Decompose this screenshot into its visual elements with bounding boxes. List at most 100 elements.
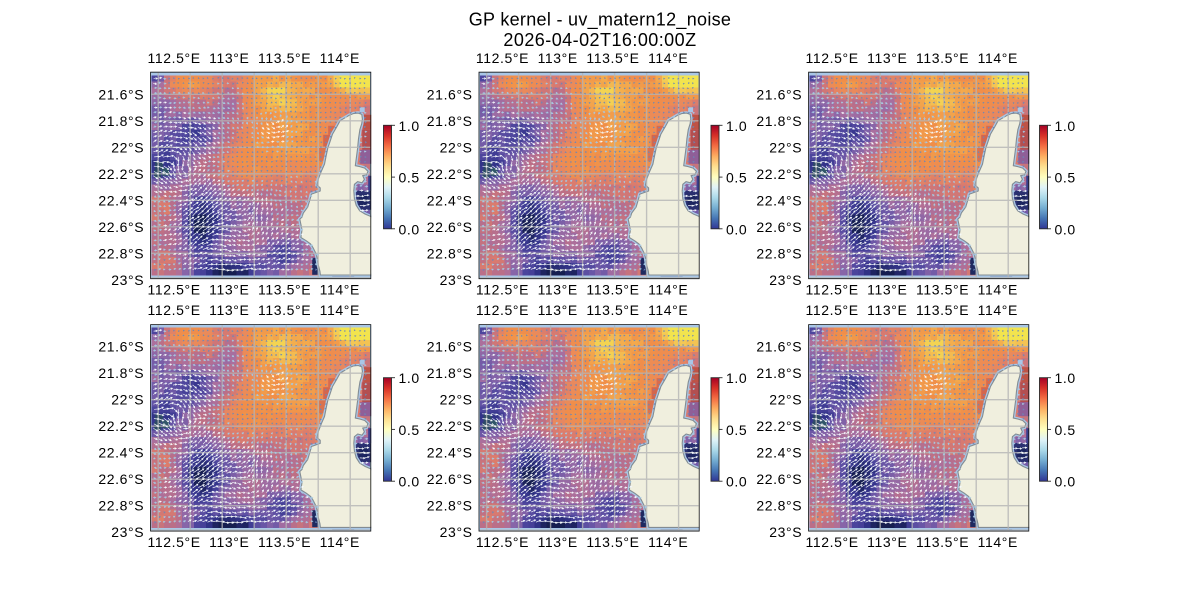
svg-text:0.5: 0.5	[399, 422, 420, 438]
svg-text:22.6°S: 22.6°S	[756, 471, 802, 487]
svg-text:114°E: 114°E	[978, 534, 1018, 550]
svg-text:22.2°S: 22.2°S	[427, 418, 473, 434]
svg-text:113.5°E: 113.5°E	[916, 534, 969, 550]
svg-text:22.4°S: 22.4°S	[756, 445, 802, 461]
svg-text:22°S: 22°S	[111, 139, 144, 155]
svg-text:22.6°S: 22.6°S	[98, 219, 144, 235]
svg-text:22.2°S: 22.2°S	[756, 418, 802, 434]
svg-text:112.5°E: 112.5°E	[806, 50, 859, 66]
svg-text:21.8°S: 21.8°S	[98, 113, 144, 129]
svg-text:112.5°E: 112.5°E	[476, 50, 529, 66]
svg-text:22.8°S: 22.8°S	[756, 498, 802, 514]
svg-text:0.0: 0.0	[399, 474, 420, 490]
svg-text:113.5°E: 113.5°E	[916, 50, 969, 66]
svg-text:22.2°S: 22.2°S	[98, 418, 144, 434]
svg-text:114°E: 114°E	[648, 534, 688, 550]
svg-text:22.4°S: 22.4°S	[98, 445, 144, 461]
svg-text:113°E: 113°E	[867, 302, 907, 318]
svg-text:1.0: 1.0	[726, 370, 747, 386]
svg-text:113.5°E: 113.5°E	[258, 302, 311, 318]
svg-text:113°E: 113°E	[538, 302, 578, 318]
svg-text:23°S: 23°S	[769, 524, 802, 540]
svg-text:23°S: 23°S	[769, 272, 802, 288]
svg-text:113.5°E: 113.5°E	[916, 282, 969, 298]
svg-text:22.4°S: 22.4°S	[98, 192, 144, 208]
svg-text:1.0: 1.0	[1055, 370, 1076, 386]
svg-text:1.0: 1.0	[399, 370, 420, 386]
svg-text:113.5°E: 113.5°E	[258, 282, 311, 298]
svg-text:113.5°E: 113.5°E	[258, 534, 311, 550]
svg-text:1.0: 1.0	[399, 118, 420, 134]
svg-text:23°S: 23°S	[440, 272, 473, 288]
svg-text:22°S: 22°S	[440, 392, 473, 408]
svg-text:GP kernel - uv_matern12_noise: GP kernel - uv_matern12_noise	[469, 9, 732, 30]
svg-text:22.6°S: 22.6°S	[427, 471, 473, 487]
svg-text:113°E: 113°E	[867, 50, 907, 66]
svg-text:114°E: 114°E	[320, 50, 360, 66]
svg-text:0.5: 0.5	[726, 170, 747, 186]
svg-text:114°E: 114°E	[320, 534, 360, 550]
svg-text:2026-04-02T16:00:00Z: 2026-04-02T16:00:00Z	[503, 30, 696, 50]
svg-text:113.5°E: 113.5°E	[586, 282, 639, 298]
svg-text:21.6°S: 21.6°S	[756, 339, 802, 355]
svg-text:113°E: 113°E	[867, 534, 907, 550]
svg-text:22.2°S: 22.2°S	[756, 166, 802, 182]
svg-text:22.8°S: 22.8°S	[98, 245, 144, 261]
svg-text:22.6°S: 22.6°S	[427, 219, 473, 235]
svg-text:21.6°S: 21.6°S	[98, 86, 144, 102]
svg-text:113°E: 113°E	[538, 534, 578, 550]
svg-text:22.2°S: 22.2°S	[427, 166, 473, 182]
svg-text:22.8°S: 22.8°S	[427, 245, 473, 261]
svg-text:23°S: 23°S	[440, 524, 473, 540]
svg-text:112.5°E: 112.5°E	[806, 534, 859, 550]
svg-text:112.5°E: 112.5°E	[476, 282, 529, 298]
svg-text:113°E: 113°E	[209, 302, 249, 318]
svg-text:0.5: 0.5	[399, 170, 420, 186]
svg-text:22.8°S: 22.8°S	[756, 245, 802, 261]
svg-text:112.5°E: 112.5°E	[476, 534, 529, 550]
svg-text:113°E: 113°E	[209, 50, 249, 66]
svg-text:21.6°S: 21.6°S	[756, 86, 802, 102]
svg-text:114°E: 114°E	[648, 282, 688, 298]
svg-text:114°E: 114°E	[648, 50, 688, 66]
svg-text:22.2°S: 22.2°S	[98, 166, 144, 182]
svg-text:114°E: 114°E	[320, 302, 360, 318]
svg-text:113.5°E: 113.5°E	[258, 50, 311, 66]
svg-text:114°E: 114°E	[978, 282, 1018, 298]
svg-text:21.8°S: 21.8°S	[427, 113, 473, 129]
svg-text:113°E: 113°E	[867, 282, 907, 298]
svg-text:114°E: 114°E	[978, 50, 1018, 66]
svg-text:22°S: 22°S	[769, 392, 802, 408]
svg-text:22.4°S: 22.4°S	[427, 445, 473, 461]
svg-text:112.5°E: 112.5°E	[806, 282, 859, 298]
svg-text:112.5°E: 112.5°E	[148, 534, 201, 550]
svg-text:113.5°E: 113.5°E	[586, 302, 639, 318]
svg-text:113.5°E: 113.5°E	[916, 302, 969, 318]
svg-text:0.0: 0.0	[399, 221, 420, 237]
svg-text:112.5°E: 112.5°E	[806, 302, 859, 318]
svg-text:113.5°E: 113.5°E	[586, 50, 639, 66]
svg-text:113.5°E: 113.5°E	[586, 534, 639, 550]
svg-text:22.4°S: 22.4°S	[427, 192, 473, 208]
svg-text:113°E: 113°E	[538, 282, 578, 298]
svg-text:112.5°E: 112.5°E	[148, 282, 201, 298]
svg-text:22.6°S: 22.6°S	[756, 219, 802, 235]
svg-text:21.8°S: 21.8°S	[98, 365, 144, 381]
svg-text:114°E: 114°E	[320, 282, 360, 298]
svg-text:23°S: 23°S	[111, 272, 144, 288]
svg-text:1.0: 1.0	[726, 118, 747, 134]
svg-text:0.0: 0.0	[726, 474, 747, 490]
svg-text:112.5°E: 112.5°E	[476, 302, 529, 318]
svg-text:113°E: 113°E	[538, 50, 578, 66]
svg-text:21.6°S: 21.6°S	[427, 86, 473, 102]
svg-text:21.6°S: 21.6°S	[427, 339, 473, 355]
svg-text:112.5°E: 112.5°E	[148, 50, 201, 66]
svg-text:114°E: 114°E	[978, 302, 1018, 318]
svg-text:0.5: 0.5	[726, 422, 747, 438]
svg-text:0.5: 0.5	[1055, 170, 1076, 186]
svg-text:22.4°S: 22.4°S	[756, 192, 802, 208]
svg-text:112.5°E: 112.5°E	[148, 302, 201, 318]
svg-text:22.8°S: 22.8°S	[427, 498, 473, 514]
svg-text:22°S: 22°S	[440, 139, 473, 155]
svg-text:21.8°S: 21.8°S	[756, 365, 802, 381]
